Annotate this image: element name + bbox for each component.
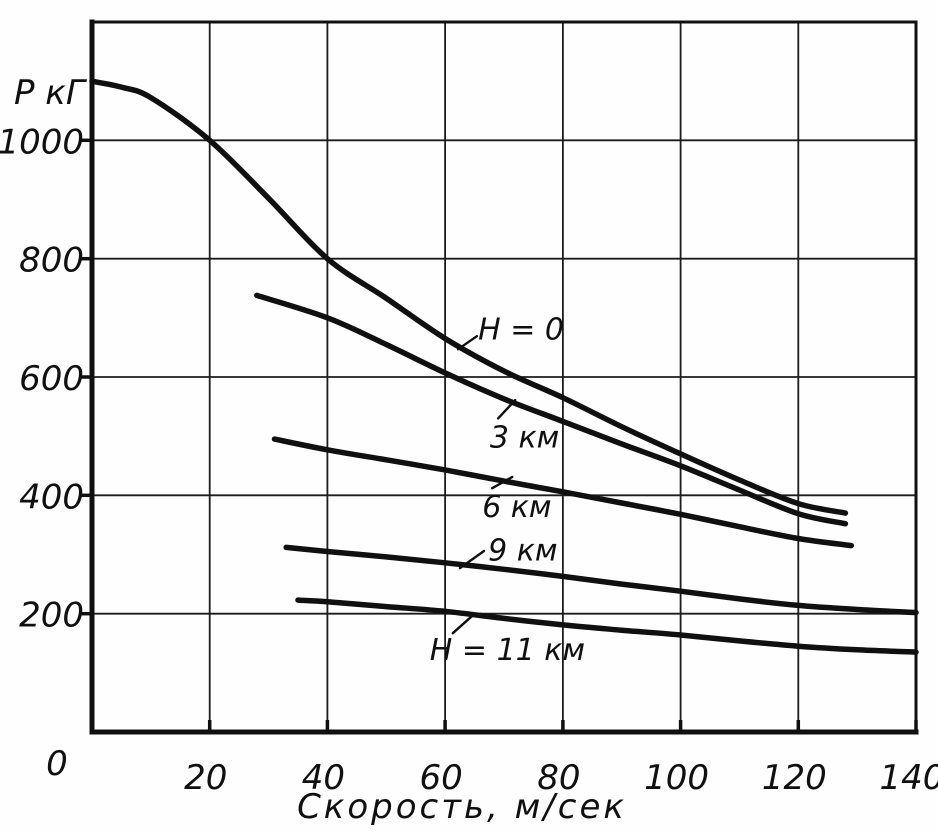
tick-labels: 200 400 600 800 1000 0 20 40 60 80 100 120 140 [0, 122, 938, 798]
curve-h6km [271, 436, 855, 549]
y-axis-unit-label: P кГ [14, 73, 88, 113]
x-tick-label-80: 80 [537, 758, 580, 798]
curve-h9km [283, 544, 919, 616]
x-tick-label-100: 100 [644, 758, 709, 798]
y-tick-label-400: 400 [19, 477, 84, 517]
label-leader-h3km [496, 398, 517, 420]
y-tick-label-600: 600 [19, 359, 84, 399]
label-leader-h9km [458, 549, 486, 570]
x-tick-label-120: 120 [762, 758, 827, 798]
curve-h11km [295, 597, 919, 655]
x-tick-label-40: 40 [302, 758, 345, 798]
y-tick-label-200: 200 [19, 596, 84, 636]
y-tick-label-1000: 1000 [0, 122, 84, 162]
x-tick-label-0: 0 [46, 744, 68, 784]
curve-h0km [89, 78, 849, 516]
label-leader-h6km [491, 475, 514, 490]
curve-h3km [254, 292, 849, 527]
grid-lines [92, 22, 917, 732]
label-leader-h11km [451, 613, 476, 635]
x-tick-label-20: 20 [184, 758, 227, 798]
curve-label-h3km: 3 км [490, 420, 559, 455]
curve-label-h0km: H = 0 [478, 313, 564, 348]
data-curves [89, 78, 919, 655]
x-tick-label-60: 60 [419, 758, 462, 798]
label-leader-h0km [456, 335, 479, 351]
y-tick-label-800: 800 [19, 241, 84, 281]
x-axis-title: Скорость, м/сек [297, 787, 627, 827]
curve-label-h6km: 6 км [482, 490, 551, 525]
curve-label-h11km: H = 11 км [430, 633, 585, 668]
curve-label-h9km: 9 км [488, 533, 557, 568]
curve-labels: H = 0 3 км 6 км 9 км H = 11 км [430, 313, 585, 668]
x-tick-label-140: 140 [880, 758, 938, 798]
